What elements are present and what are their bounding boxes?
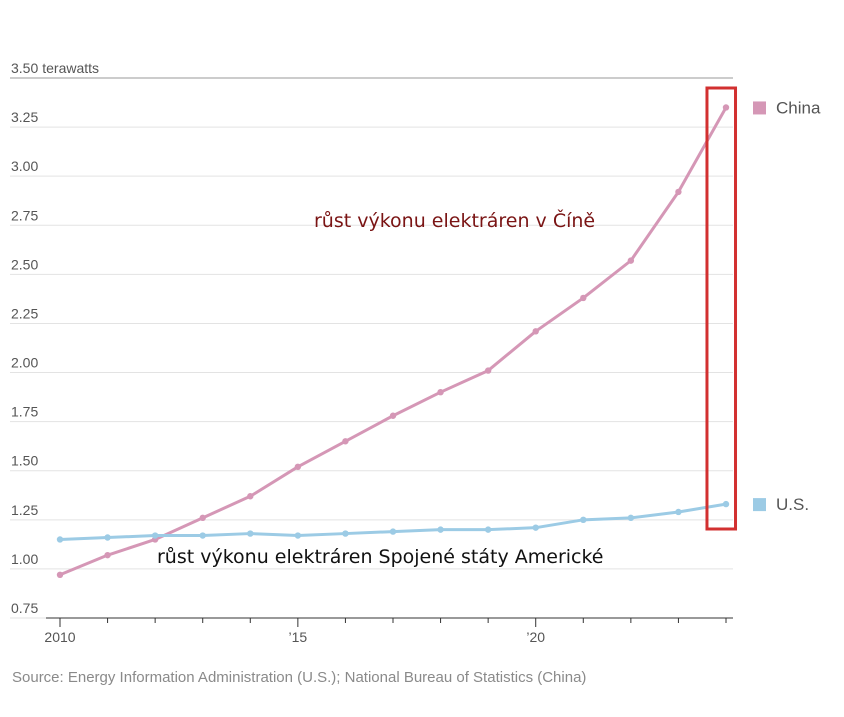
y-tick-label: 2.50 bbox=[11, 256, 38, 272]
legend-swatch bbox=[753, 101, 766, 115]
data-point bbox=[627, 514, 635, 522]
x-tick-label: ’20 bbox=[526, 629, 545, 645]
annotation-label: růst výkonu elektráren v Číně bbox=[314, 208, 595, 232]
y-tick-label: 2.00 bbox=[11, 355, 38, 371]
data-point bbox=[580, 294, 587, 302]
data-point bbox=[389, 528, 397, 535]
source-note: Source: Energy Information Administratio… bbox=[12, 669, 586, 686]
data-point bbox=[199, 514, 206, 522]
series-line-china bbox=[58, 105, 728, 577]
y-tick-label: 3.25 bbox=[11, 109, 38, 125]
data-point bbox=[580, 516, 587, 524]
legend-layer: China U.S. bbox=[753, 98, 821, 514]
data-point bbox=[675, 508, 682, 516]
data-point bbox=[294, 532, 302, 539]
data-point bbox=[342, 438, 349, 445]
data-point bbox=[389, 412, 397, 419]
y-tick-label: 2.25 bbox=[11, 305, 38, 321]
legend-label: U.S. bbox=[776, 495, 809, 514]
y-unit-label: terawatts bbox=[42, 60, 99, 76]
data-point bbox=[104, 534, 111, 541]
x-tick-label: 2010 bbox=[44, 629, 75, 645]
y-tick-label: 3.00 bbox=[11, 158, 38, 174]
legend-label: China bbox=[776, 98, 821, 117]
y-tick-label: 0.75 bbox=[11, 600, 38, 616]
data-point bbox=[294, 463, 302, 470]
y-tick-label: 1.00 bbox=[11, 551, 38, 567]
y-tick-label: 1.75 bbox=[11, 404, 38, 420]
data-point bbox=[484, 367, 492, 374]
data-point bbox=[627, 257, 635, 264]
data-point bbox=[247, 530, 254, 537]
annotation-layer: růst výkonu elektráren v Číně růst výkonu… bbox=[157, 86, 738, 568]
series-layer bbox=[56, 104, 730, 578]
data-point bbox=[247, 493, 254, 500]
data-point bbox=[437, 526, 444, 533]
data-point bbox=[104, 551, 111, 559]
x-tick-label: ’15 bbox=[289, 629, 308, 645]
data-point bbox=[199, 532, 206, 539]
data-point bbox=[532, 524, 539, 531]
data-point bbox=[532, 328, 539, 335]
annotation-label: růst výkonu elektráren Spojené státy Ame… bbox=[157, 546, 604, 568]
axis-layer: 0.75 1.00 1.25 1.50 1.75 2.00 2.25 2.50 2.75 3.00… bbox=[11, 60, 733, 645]
y-tick-label: 3.50 terawatts bbox=[11, 60, 99, 76]
y-tick-label: 1.50 bbox=[11, 453, 38, 469]
data-point bbox=[722, 104, 730, 111]
data-point bbox=[56, 571, 64, 578]
legend-swatch bbox=[753, 498, 766, 512]
data-point bbox=[342, 530, 349, 537]
data-point bbox=[437, 388, 444, 396]
data-point bbox=[722, 500, 730, 508]
data-point bbox=[675, 188, 682, 196]
data-point bbox=[151, 532, 159, 539]
grid-layer bbox=[10, 77, 733, 619]
data-point bbox=[484, 526, 492, 533]
y-tick-label: 1.25 bbox=[11, 502, 38, 518]
highlight-box bbox=[705, 86, 738, 531]
y-tick-label: 2.75 bbox=[11, 207, 38, 223]
data-point bbox=[56, 536, 64, 543]
